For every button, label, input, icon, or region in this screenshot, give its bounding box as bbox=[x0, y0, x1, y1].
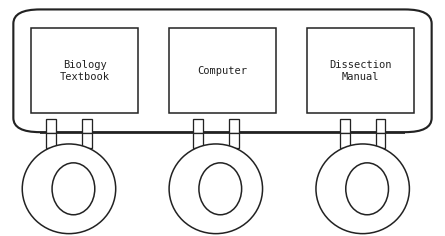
Bar bbox=[46, 119, 56, 133]
Ellipse shape bbox=[316, 144, 409, 234]
Bar bbox=[229, 119, 239, 133]
Text: Computer: Computer bbox=[198, 66, 247, 76]
Ellipse shape bbox=[169, 144, 263, 234]
Text: Biology
Textbook: Biology Textbook bbox=[60, 60, 109, 82]
Text: Dissection
Manual: Dissection Manual bbox=[329, 60, 392, 82]
Bar bbox=[82, 133, 92, 148]
Bar bbox=[376, 133, 385, 148]
Bar bbox=[193, 119, 203, 133]
Bar bbox=[82, 119, 92, 133]
Bar bbox=[376, 119, 385, 133]
Ellipse shape bbox=[346, 163, 388, 215]
FancyBboxPatch shape bbox=[13, 9, 432, 132]
Bar bbox=[340, 119, 350, 133]
Ellipse shape bbox=[22, 144, 116, 234]
Bar bbox=[169, 28, 276, 113]
Ellipse shape bbox=[52, 163, 95, 215]
Bar bbox=[229, 133, 239, 148]
Bar bbox=[307, 28, 414, 113]
Bar bbox=[31, 28, 138, 113]
Bar bbox=[193, 133, 203, 148]
Bar bbox=[46, 133, 56, 148]
Bar bbox=[340, 133, 350, 148]
Ellipse shape bbox=[199, 163, 242, 215]
